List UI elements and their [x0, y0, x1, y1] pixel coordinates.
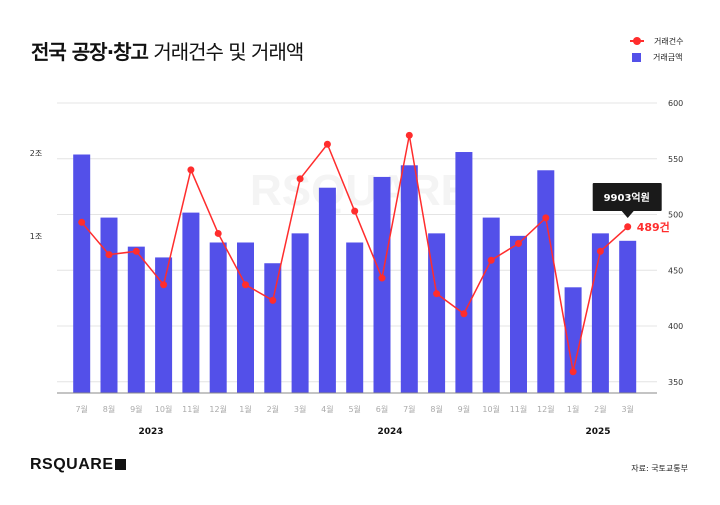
bar	[291, 233, 309, 393]
bar	[619, 240, 637, 393]
tooltip-arrow	[621, 211, 634, 218]
bar	[100, 217, 118, 393]
month-label: 9월	[458, 404, 470, 414]
month-label: 3월	[621, 404, 633, 414]
year-label: 2023	[138, 427, 163, 437]
count-point	[487, 256, 495, 264]
count-point	[187, 166, 195, 174]
bar	[373, 176, 391, 393]
bar	[564, 287, 582, 393]
month-label: 12월	[537, 404, 555, 414]
count-point	[378, 274, 386, 282]
bar	[455, 152, 473, 393]
month-label: 11월	[182, 404, 200, 414]
bar-swatch-icon	[632, 52, 641, 62]
count-point	[460, 310, 468, 318]
legend-label: 거래건수	[654, 36, 684, 46]
point-label: 489건	[637, 220, 670, 234]
legend-label: 거래금액	[653, 52, 683, 62]
left-tick-label: 2조	[30, 149, 42, 158]
title-bold: 전국 공장·창고	[31, 40, 149, 64]
month-label: 8월	[430, 404, 442, 414]
year-label: 2025	[585, 427, 610, 437]
month-label: 10월	[482, 404, 500, 414]
count-point	[132, 247, 140, 255]
bar	[537, 170, 555, 393]
line-swatch-icon	[630, 36, 644, 46]
month-label: 7월	[75, 404, 87, 414]
count-point	[214, 229, 222, 237]
legend: 거래건수 거래금액	[630, 33, 683, 65]
right-tick-label: 350	[668, 378, 683, 387]
year-label: 2024	[377, 427, 402, 437]
month-label: 4월	[321, 404, 333, 414]
count-point	[242, 281, 249, 289]
right-tick-label: 450	[668, 266, 683, 275]
bar	[591, 233, 609, 393]
count-point	[542, 214, 550, 222]
right-tick-label: 500	[668, 211, 683, 220]
count-point	[78, 218, 86, 226]
count-point	[323, 140, 331, 148]
month-label: 1월	[239, 404, 251, 414]
tooltip-text: 9903억원	[604, 191, 650, 204]
count-point	[160, 281, 168, 289]
count-point	[596, 247, 604, 255]
tooltip-box	[592, 183, 662, 211]
chart-title: 전국 공장·창고 거래건수 및 거래액	[31, 36, 304, 65]
right-tick-label: 400	[668, 322, 683, 331]
month-label: 9월	[130, 404, 142, 414]
month-label: 10월	[155, 404, 173, 414]
bar	[127, 246, 145, 393]
legend-item-amount: 거래금액	[630, 49, 683, 65]
bar	[155, 257, 173, 393]
bar	[73, 154, 91, 393]
count-point	[624, 223, 632, 231]
logo-text: RSQUARE	[30, 456, 114, 473]
month-label: 3월	[294, 404, 306, 414]
left-tick-label: 1조	[30, 232, 42, 241]
bar	[209, 242, 227, 393]
count-point	[269, 296, 277, 304]
bar	[400, 165, 418, 393]
right-tick-label: 550	[668, 155, 683, 164]
rsquare-logo: RSQUARE	[30, 456, 126, 474]
bar	[482, 217, 500, 393]
month-label: 7월	[403, 404, 415, 414]
month-label: 12월	[209, 404, 227, 414]
source-note: 자료: 국토교통부	[631, 464, 688, 473]
watermark: RSQUARE	[250, 166, 470, 215]
title-light: 거래건수 및 거래액	[153, 40, 304, 64]
count-point	[296, 175, 304, 183]
month-label: 2월	[594, 404, 606, 414]
month-label: 2월	[267, 404, 279, 414]
bar	[510, 235, 527, 393]
count-point	[405, 131, 413, 139]
bar	[182, 212, 200, 393]
bar	[318, 187, 336, 393]
bar	[237, 242, 254, 393]
month-label: 11월	[510, 404, 528, 414]
count-point	[515, 239, 522, 247]
month-label: 8월	[103, 404, 115, 414]
bar	[346, 242, 364, 393]
month-label: 5월	[348, 404, 360, 414]
count-point	[351, 207, 359, 215]
bar	[264, 263, 282, 393]
count-point	[433, 290, 441, 298]
count-point	[105, 251, 113, 259]
count-point	[569, 368, 577, 376]
legend-item-count: 거래건수	[630, 33, 683, 49]
right-tick-label: 600	[668, 99, 683, 108]
logo-mark-icon	[114, 459, 126, 470]
month-label: 1월	[567, 404, 579, 414]
month-label: 6월	[376, 404, 388, 414]
